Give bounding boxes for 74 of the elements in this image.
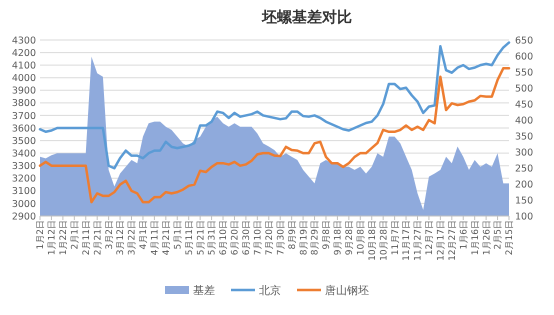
x-tick-label: 10月18日 xyxy=(368,220,378,261)
y-tick-label: 4200 xyxy=(12,48,36,59)
y-tick-label: 3200 xyxy=(12,174,36,185)
x-tick-label: 12月17日 xyxy=(436,220,447,261)
x-tick-label: 8月9日 xyxy=(288,220,298,250)
x-tick-label: 1月12日 xyxy=(48,220,58,256)
y2-tick-label: 200 xyxy=(515,179,534,190)
x-tick-label: 9月18日 xyxy=(334,220,344,256)
x-tick-label: 5月1日 xyxy=(173,220,184,250)
x-tick-label: 3月2日 xyxy=(104,220,115,250)
x-tick-label: 12月27日 xyxy=(448,220,458,261)
y-tick-label: 3300 xyxy=(12,161,36,172)
legend-label: 北京 xyxy=(259,284,281,297)
y2-tick-label: 550 xyxy=(515,67,534,78)
x-tick-label: 9月28日 xyxy=(345,220,356,256)
x-tick-label: 6月30日 xyxy=(242,220,252,256)
y-tick-label: 4000 xyxy=(12,73,36,84)
x-tick-label: 2月15日 xyxy=(505,220,516,256)
x-tick-label: 7月10日 xyxy=(253,220,264,256)
x-tick-label: 4月21日 xyxy=(162,220,172,256)
y2-tick-label: 500 xyxy=(515,83,534,94)
x-tick-label: 4月11日 xyxy=(150,220,161,256)
y2-tick-label: 650 xyxy=(515,35,534,46)
x-tick-label: 5月11日 xyxy=(184,220,195,256)
x-tick-label: 2月21日 xyxy=(93,220,104,256)
x-tick-label: 7月30日 xyxy=(276,220,286,256)
y2-tick-label: 350 xyxy=(515,131,534,142)
x-tick-label: 2月5日 xyxy=(494,220,504,250)
y2-tick-label: 150 xyxy=(515,195,534,206)
y-tick-label: 3400 xyxy=(12,148,36,160)
y-tick-label: 3800 xyxy=(12,98,36,110)
x-tick-label: 6月20日 xyxy=(230,220,241,256)
x-tick-label: 1月16日 xyxy=(470,220,481,256)
x-tick-label: 3月12日 xyxy=(116,220,126,256)
legend-label: 基差 xyxy=(193,284,215,297)
y-tick-label: 3900 xyxy=(12,86,36,97)
x-tick-label: 12月7日 xyxy=(425,220,436,256)
x-tick-label: 3月22日 xyxy=(128,220,138,256)
x-tick-label: 1月6日 xyxy=(459,220,470,250)
chart-title: 坯螺基差对比 xyxy=(261,8,352,26)
y-tick-label: 3700 xyxy=(12,110,36,122)
y-tick-label: 2900 xyxy=(12,211,36,222)
x-tick-label: 10月8日 xyxy=(356,220,366,256)
x-tick-label: 1月26日 xyxy=(482,220,492,256)
x-tick-label: 4月1日 xyxy=(139,220,150,250)
x-tick-label: 11月17日 xyxy=(402,220,412,261)
x-tick-label: 1月2日 xyxy=(36,220,46,250)
y2-tick-label: 400 xyxy=(515,115,534,126)
y-tick-label: 3500 xyxy=(12,136,36,147)
y-tick-label: 3600 xyxy=(12,123,36,134)
x-tick-label: 5月21日 xyxy=(196,220,206,256)
x-tick-label: 6月10日 xyxy=(219,220,230,256)
x-tick-label: 7月20日 xyxy=(264,220,275,256)
x-tick-label: 2月1日 xyxy=(70,220,80,250)
y2-tick-label: 250 xyxy=(515,163,534,174)
y2-tick-label: 300 xyxy=(515,147,534,158)
x-tick-label: 10月28日 xyxy=(379,220,390,261)
x-tick-label: 11月27日 xyxy=(414,220,424,261)
x-tick-label: 11月7日 xyxy=(390,220,401,256)
line-series xyxy=(38,41,510,170)
legend-label: 唐山钢坯 xyxy=(325,284,369,297)
y2-tick-label: 450 xyxy=(515,99,534,110)
y-tick-label: 4100 xyxy=(12,60,36,72)
y2-tick-label: 100 xyxy=(515,211,534,222)
x-tick-label: 8月29日 xyxy=(310,220,321,256)
x-tick-label: 9月8日 xyxy=(322,220,332,250)
y2-tick-label: 600 xyxy=(515,51,534,62)
x-tick-label: 2月11日 xyxy=(82,220,92,256)
x-tick-label: 5月31日 xyxy=(208,220,218,256)
x-tick-label: 1月22日 xyxy=(59,220,70,256)
y-tick-label: 3000 xyxy=(12,198,36,210)
y-tick-label: 4300 xyxy=(12,35,36,46)
y-tick-label: 3100 xyxy=(12,186,36,198)
x-tick-label: 8月19日 xyxy=(299,220,310,256)
